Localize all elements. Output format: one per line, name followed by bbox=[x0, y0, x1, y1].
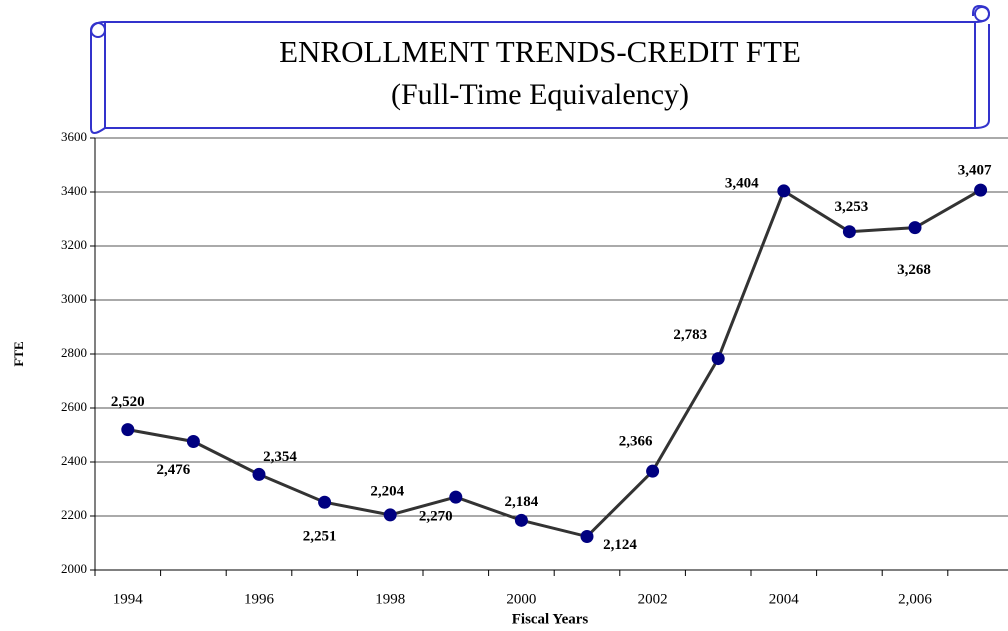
marker bbox=[974, 183, 988, 197]
y-tick-label: 3400 bbox=[61, 183, 87, 198]
data-label: 3,407 bbox=[958, 163, 992, 179]
y-tick-label: 3000 bbox=[61, 291, 87, 306]
y-tick-label: 2400 bbox=[61, 453, 87, 468]
data-label: 3,268 bbox=[897, 262, 931, 278]
data-label: 2,184 bbox=[505, 494, 539, 510]
y-tick-label: 3200 bbox=[61, 237, 87, 252]
marker bbox=[646, 464, 660, 478]
data-label: 2,366 bbox=[619, 434, 653, 450]
x-tick-label: 1994 bbox=[113, 591, 144, 607]
marker bbox=[383, 508, 397, 522]
marker bbox=[449, 490, 463, 504]
chart-title: ENROLLMENT TRENDS-CREDIT FTE bbox=[279, 34, 801, 69]
y-tick-label: 2600 bbox=[61, 399, 87, 414]
data-label: 2,354 bbox=[263, 449, 297, 465]
x-axis-title: Fiscal Years bbox=[512, 611, 589, 627]
marker bbox=[252, 467, 266, 481]
title-scroll bbox=[90, 4, 991, 134]
x-tick-label: 1996 bbox=[244, 591, 275, 607]
marker bbox=[777, 184, 791, 198]
data-label: 2,270 bbox=[419, 509, 453, 525]
marker bbox=[580, 530, 594, 544]
data-label: 2,783 bbox=[673, 327, 707, 343]
x-tick-label: 1998 bbox=[375, 591, 405, 607]
marker bbox=[514, 513, 528, 527]
y-tick-label: 3600 bbox=[61, 129, 87, 144]
data-label: 3,253 bbox=[835, 199, 869, 215]
data-label: 2,124 bbox=[603, 537, 637, 553]
data-label: 2,204 bbox=[370, 483, 404, 499]
data-label: 2,520 bbox=[111, 394, 145, 410]
y-tick-label: 2200 bbox=[61, 507, 87, 522]
marker bbox=[711, 352, 725, 366]
y-tick-label: 2800 bbox=[61, 345, 87, 360]
y-tick-label: 2000 bbox=[61, 561, 87, 576]
x-tick-label: 2002 bbox=[638, 591, 668, 607]
x-tick-label: 2004 bbox=[769, 591, 800, 607]
marker bbox=[908, 221, 922, 235]
chart-subtitle: (Full-Time Equivalency) bbox=[391, 78, 689, 111]
y-axis-title: FTE bbox=[11, 341, 26, 366]
marker bbox=[318, 495, 332, 509]
data-label: 3,404 bbox=[725, 175, 759, 191]
series-line bbox=[127, 188, 982, 539]
x-tick-label: 2,006 bbox=[898, 591, 932, 607]
data-label: 2,251 bbox=[303, 529, 337, 545]
data-label: 2,476 bbox=[157, 462, 191, 478]
marker bbox=[186, 434, 200, 448]
x-tick-label: 2000 bbox=[506, 591, 536, 607]
marker bbox=[121, 423, 135, 437]
marker bbox=[842, 225, 856, 239]
